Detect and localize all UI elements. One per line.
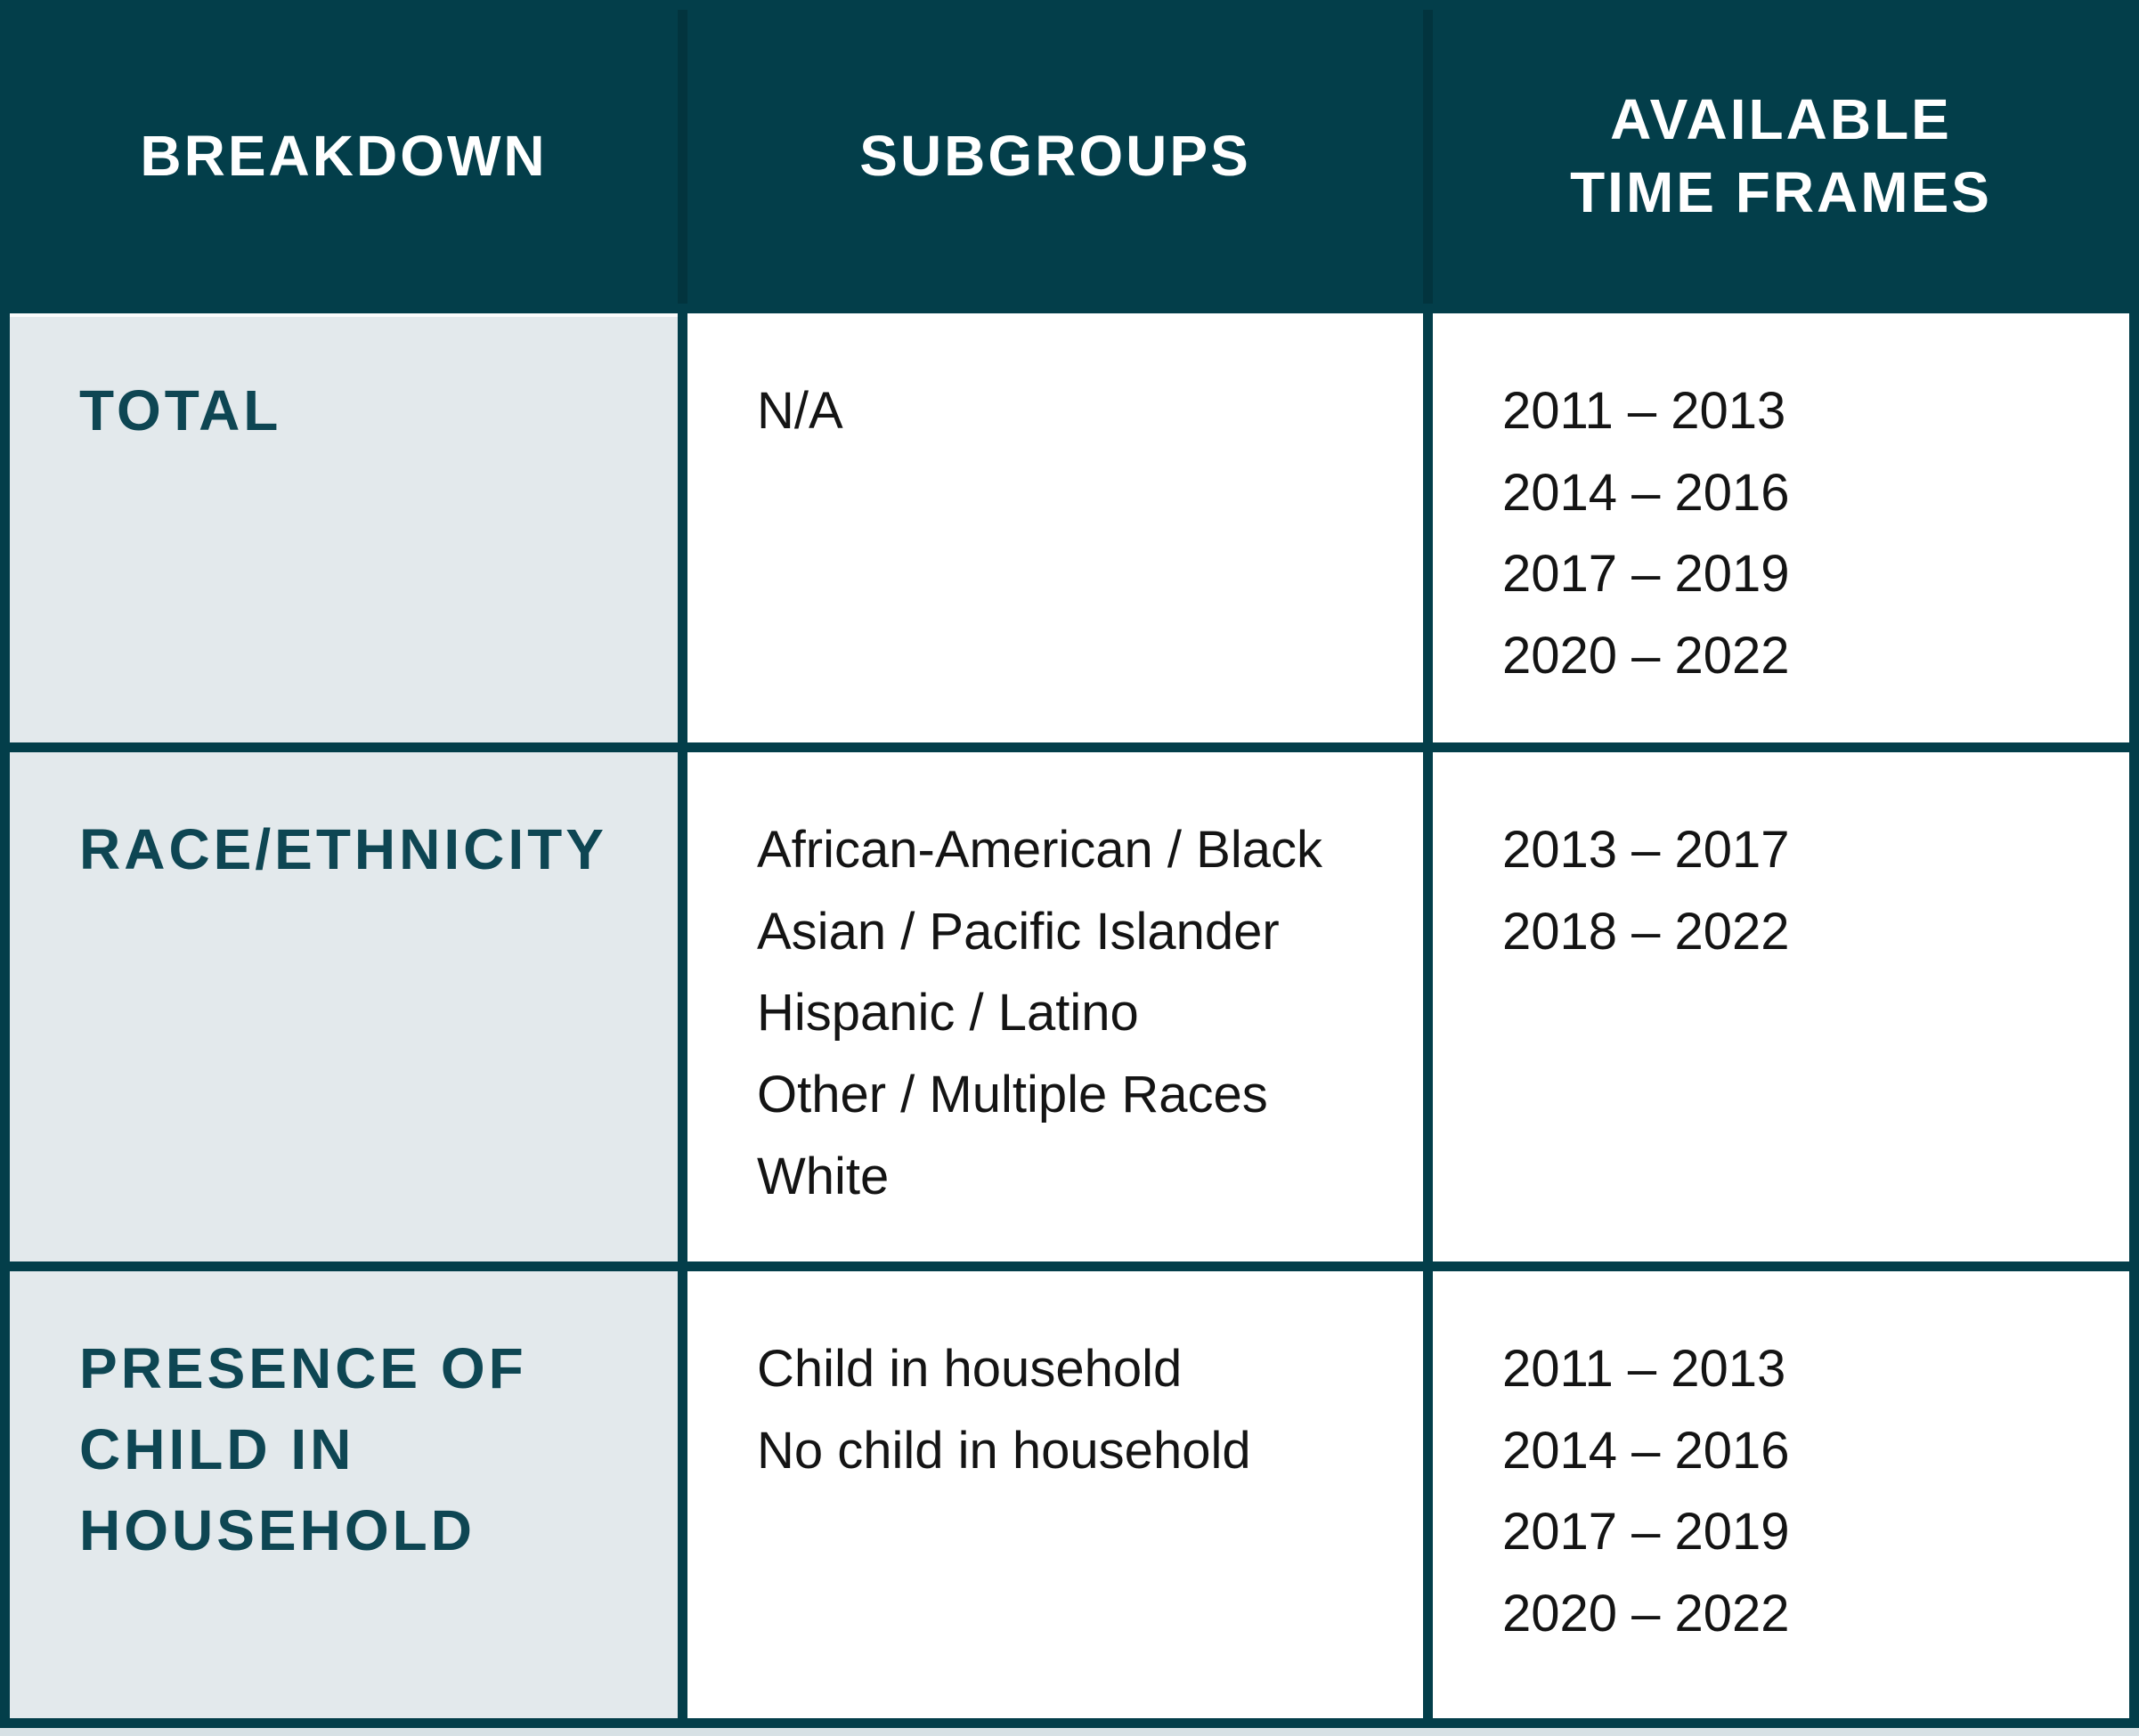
breakdown-label: RACE/ETHNICITY	[79, 809, 653, 890]
timeframe-item: 2013 – 2017	[1502, 821, 1790, 879]
subgroup-item: Asian / Pacific Islander	[757, 902, 1280, 961]
column-header-breakdown-lines: BREAKDOWN	[19, 120, 669, 193]
breakdown-label-line: TOTAL	[79, 378, 282, 442]
column-header-line: BREAKDOWN	[140, 124, 548, 189]
timeframe-item: 2014 – 2016	[1502, 463, 1790, 522]
breakdown-cell-race-ethnicity: RACE/ETHNICITY	[10, 752, 678, 1261]
column-header-subgroups: SUBGROUPS	[678, 10, 1423, 304]
subgroup-list: Child in household No child in household	[757, 1328, 1398, 1491]
subgroup-item: White	[757, 1147, 890, 1205]
subgroups-cell-presence-of-child: Child in household No child in household	[687, 1271, 1423, 1718]
timeframe-item: 2020 – 2022	[1502, 626, 1790, 685]
subgroup-list: N/A	[757, 370, 1398, 452]
timeframe-list: 2011 – 2013 2014 – 2016 2017 – 2019 2020 – …	[1502, 370, 2104, 697]
breakdown-label-line: CHILD IN	[79, 1416, 355, 1481]
table-row-total: TOTAL N/A 2011 – 2013 2014 – 2016 2017 – 2…	[10, 313, 2129, 742]
timeframe-item: 2020 – 2022	[1502, 1584, 1790, 1643]
column-header-available-time-frames: AVAILABLE TIME FRAMES	[1423, 10, 2129, 304]
column-header-line: TIME FRAMES	[1570, 160, 1992, 224]
subgroup-item: N/A	[757, 382, 843, 440]
timeframe-item: 2018 – 2022	[1502, 902, 1790, 961]
subgroup-item: No child in household	[757, 1421, 1251, 1480]
subgroup-list: African-American / Black Asian / Pacific …	[757, 809, 1398, 1217]
breakdown-cell-total: TOTAL	[10, 313, 678, 742]
subgroup-item: African-American / Black	[757, 821, 1322, 879]
breakdown-label: TOTAL	[79, 370, 653, 451]
header-row: BREAKDOWN SUBGROUPS AVAILABLE TIME FRAMES	[10, 10, 2129, 304]
subgroup-item: Child in household	[757, 1340, 1183, 1398]
column-header-breakdown: BREAKDOWN	[10, 10, 678, 304]
breakdown-label: PRESENCE OF CHILD IN HOUSEHOLD	[79, 1328, 653, 1571]
timeframe-item: 2017 – 2019	[1502, 1503, 1790, 1562]
timeframe-item: 2014 – 2016	[1502, 1421, 1790, 1480]
table-body: TOTAL N/A 2011 – 2013 2014 – 2016 2017 – 2…	[10, 313, 2129, 1718]
breakdown-label-line: RACE/ETHNICITY	[79, 817, 607, 881]
column-header-line: AVAILABLE	[1610, 87, 1952, 152]
column-header-available-time-frames-lines: AVAILABLE TIME FRAMES	[1442, 84, 2120, 230]
timeframes-cell-race-ethnicity: 2013 – 2017 2018 – 2022	[1433, 752, 2129, 1261]
table-row-race-ethnicity: RACE/ETHNICITY African-American / Black A…	[10, 752, 2129, 1261]
subgroup-item: Hispanic / Latino	[757, 984, 1139, 1042]
timeframe-list: 2011 – 2013 2014 – 2016 2017 – 2019 2020 – …	[1502, 1328, 2104, 1655]
timeframes-cell-total: 2011 – 2013 2014 – 2016 2017 – 2019 2020 – …	[1433, 313, 2129, 742]
breakdown-label-line: HOUSEHOLD	[79, 1497, 476, 1562]
timeframe-item: 2017 – 2019	[1502, 545, 1790, 604]
timeframe-item: 2011 – 2013	[1502, 382, 1786, 440]
table-header: BREAKDOWN SUBGROUPS AVAILABLE TIME FRAMES	[10, 10, 2129, 304]
subgroups-cell-race-ethnicity: African-American / Black Asian / Pacific …	[687, 752, 1423, 1261]
subgroups-cell-total: N/A	[687, 313, 1423, 742]
timeframe-item: 2011 – 2013	[1502, 1340, 1786, 1398]
column-header-line: SUBGROUPS	[859, 124, 1251, 189]
timeframe-list: 2013 – 2017 2018 – 2022	[1502, 809, 2104, 972]
timeframes-cell-presence-of-child: 2011 – 2013 2014 – 2016 2017 – 2019 2020 – …	[1433, 1271, 2129, 1718]
breakdown-label-line: PRESENCE OF	[79, 1336, 527, 1400]
table-row-presence-of-child: PRESENCE OF CHILD IN HOUSEHOLD Child in ho…	[10, 1271, 2129, 1718]
column-header-subgroups-lines: SUBGROUPS	[696, 120, 1414, 193]
subgroup-item: Other / Multiple Races	[757, 1065, 1268, 1124]
breakdown-cell-presence-of-child: PRESENCE OF CHILD IN HOUSEHOLD	[10, 1271, 678, 1718]
